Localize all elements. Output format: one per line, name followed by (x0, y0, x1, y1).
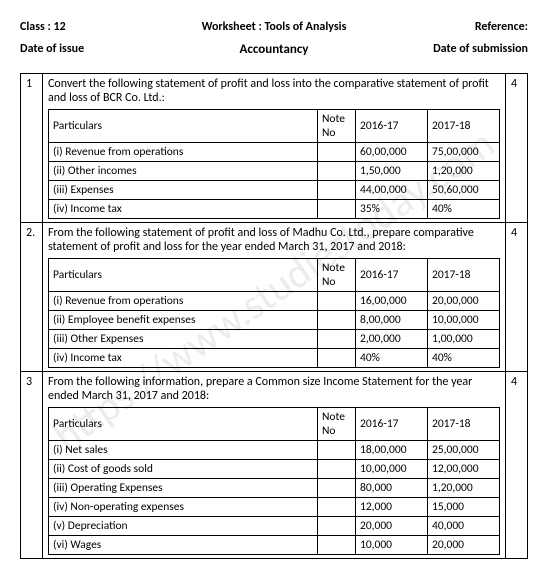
table-cell: (iii) Operating Expenses (49, 479, 318, 498)
reference-label: Reference: (359, 20, 528, 34)
table-cell: 15,000 (428, 498, 500, 517)
class-label: Class : 12 (20, 20, 189, 34)
table-cell: 8,00,000 (356, 311, 428, 330)
table-cell (318, 311, 356, 330)
date-of-issue-label: Date of issue (20, 42, 189, 57)
q2-text: From the following statement of profit a… (48, 226, 500, 254)
table-cell (318, 200, 356, 219)
q3-text: From the following information, prepare … (48, 375, 500, 403)
table-cell (318, 349, 356, 368)
table-cell (318, 441, 356, 460)
subheader-row: Date of issue Accountancy Date of submis… (20, 42, 528, 57)
table-cell: 10,000 (356, 536, 428, 555)
col-note: Note No (318, 259, 356, 292)
q3-marks: 4 (506, 372, 528, 559)
col-y1: 2016-17 (356, 259, 428, 292)
table-cell: 12,000 (356, 498, 428, 517)
table-cell (318, 479, 356, 498)
q3-body: From the following information, prepare … (43, 372, 506, 559)
table-cell (318, 292, 356, 311)
table-cell: (iii) Other Expenses (49, 330, 318, 349)
table-cell: (i) Revenue from operations (49, 143, 318, 162)
col-particulars: Particulars (49, 259, 318, 292)
table-cell (318, 181, 356, 200)
table-cell (318, 517, 356, 536)
table-cell: (ii) Employee benefit expenses (49, 311, 318, 330)
table-cell: 60,00,000 (356, 143, 428, 162)
q1-number: 1 (21, 74, 43, 223)
table-cell (318, 143, 356, 162)
col-y1: 2016-17 (356, 110, 428, 143)
table-cell: (iv) Income tax (49, 349, 318, 368)
table-cell: 40% (428, 200, 500, 219)
table-cell: 40,000 (428, 517, 500, 536)
q3-number: 3 (21, 372, 43, 559)
table-cell: 1,20,000 (428, 162, 500, 181)
table-cell: 10,00,000 (356, 460, 428, 479)
table-cell: 12,00,000 (428, 460, 500, 479)
table-cell: 75,00,000 (428, 143, 500, 162)
table-cell: 16,00,000 (356, 292, 428, 311)
table-cell: 20,000 (356, 517, 428, 536)
worksheet-title: Worksheet : Tools of Analysis (189, 20, 358, 34)
table-cell: 2,00,000 (356, 330, 428, 349)
table-cell (318, 330, 356, 349)
q2-body: From the following statement of profit a… (43, 223, 506, 372)
header-row: Class : 12 Worksheet : Tools of Analysis… (20, 20, 528, 34)
table-cell: (ii) Cost of goods sold (49, 460, 318, 479)
table-cell: 1,50,000 (356, 162, 428, 181)
col-y2: 2017-18 (428, 408, 500, 441)
table-cell: 1,20,000 (428, 479, 500, 498)
table-cell: (vi) Wages (49, 536, 318, 555)
q1-table: Particulars Note No 2016-17 2017-18 (i) … (48, 109, 500, 219)
table-cell: 25,00,000 (428, 441, 500, 460)
table-cell: 18,00,000 (356, 441, 428, 460)
table-cell (318, 498, 356, 517)
date-of-submission-label: Date of submission (359, 42, 528, 57)
q2-marks: 4 (506, 223, 528, 372)
table-cell: 80,000 (356, 479, 428, 498)
q1-body: Convert the following statement of profi… (43, 74, 506, 223)
table-cell: 40% (428, 349, 500, 368)
table-cell: (iii) Expenses (49, 181, 318, 200)
q2-number: 2. (21, 223, 43, 372)
q1-text: Convert the following statement of profi… (48, 77, 500, 105)
col-y2: 2017-18 (428, 110, 500, 143)
table-cell: (v) Depreciation (49, 517, 318, 536)
q3-table: Particulars Note No 2016-17 2017-18 (i) … (48, 407, 500, 555)
table-cell: 35% (356, 200, 428, 219)
table-cell: (i) Revenue from operations (49, 292, 318, 311)
table-cell (318, 162, 356, 181)
col-y1: 2016-17 (356, 408, 428, 441)
q1-marks: 4 (506, 74, 528, 223)
table-cell: (iv) Income tax (49, 200, 318, 219)
table-cell: 20,00,000 (428, 292, 500, 311)
table-cell (318, 536, 356, 555)
col-particulars: Particulars (49, 110, 318, 143)
table-cell (318, 460, 356, 479)
table-cell: 10,00,000 (428, 311, 500, 330)
table-cell: 50,60,000 (428, 181, 500, 200)
col-particulars: Particulars (49, 408, 318, 441)
questions-table: 1 Convert the following statement of pro… (20, 73, 528, 559)
table-cell: 1,00,000 (428, 330, 500, 349)
col-note: Note No (318, 110, 356, 143)
subject-label: Accountancy (189, 42, 358, 57)
table-cell: 40% (356, 349, 428, 368)
col-note: Note No (318, 408, 356, 441)
q2-table: Particulars Note No 2016-17 2017-18 (i) … (48, 258, 500, 368)
table-cell: (i) Net sales (49, 441, 318, 460)
table-cell: (ii) Other incomes (49, 162, 318, 181)
col-y2: 2017-18 (428, 259, 500, 292)
table-cell: (iv) Non-operating expenses (49, 498, 318, 517)
table-cell: 44,00,000 (356, 181, 428, 200)
table-cell: 20,000 (428, 536, 500, 555)
